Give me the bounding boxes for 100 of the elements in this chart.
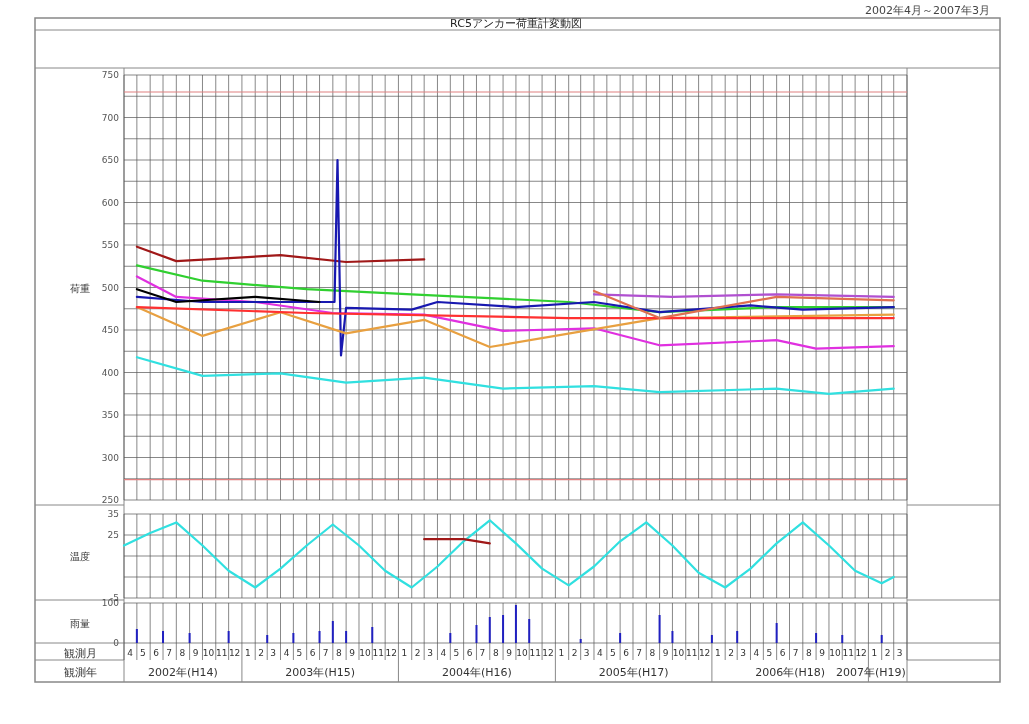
y-tick-label: 650 bbox=[101, 155, 120, 165]
x-tick-label: 12 bbox=[698, 648, 711, 658]
y-tick-label: 300 bbox=[101, 452, 120, 463]
text: 観測年 bbox=[63, 666, 97, 679]
x-tick-label: 1 bbox=[715, 648, 721, 658]
x-tick-label: 6 bbox=[153, 648, 160, 658]
bar bbox=[188, 633, 191, 643]
y-tick-label: 600 bbox=[101, 197, 120, 208]
x-tick-label: 10 bbox=[672, 648, 685, 658]
bar bbox=[475, 625, 478, 643]
x-tick-label: 2 bbox=[414, 648, 421, 658]
x-tick-label: 7 bbox=[636, 648, 642, 658]
y-tick-label: 500 bbox=[101, 282, 120, 293]
y-tick-label: 450 bbox=[101, 325, 120, 335]
line-series bbox=[592, 289, 895, 320]
y-tick-label: 0 bbox=[113, 638, 120, 648]
bar bbox=[502, 615, 505, 643]
bar bbox=[345, 631, 348, 643]
x-tick-label: 5 bbox=[609, 648, 616, 658]
bar bbox=[841, 635, 844, 643]
x-tick-label: 2 bbox=[258, 648, 265, 658]
x-tick-label: 8 bbox=[492, 648, 499, 658]
x-tick-label: 9 bbox=[819, 648, 826, 658]
x-tick-label: 9 bbox=[506, 648, 513, 658]
bar bbox=[775, 623, 778, 643]
x-tick-label: 10 bbox=[829, 648, 841, 658]
x-tick-label: 10 bbox=[516, 648, 528, 658]
y-tick-label: 250 bbox=[101, 495, 120, 505]
line-series bbox=[135, 275, 895, 350]
bar bbox=[619, 633, 622, 643]
x-tick-label: 10 bbox=[359, 648, 371, 658]
x-tick-label: 7 bbox=[322, 648, 329, 658]
x-tick-label: 12 bbox=[228, 648, 241, 658]
x-tick-label: 7 bbox=[792, 648, 799, 658]
x-tick-label: 8 bbox=[335, 648, 342, 658]
y-tick-label: 400 bbox=[101, 367, 120, 378]
x-tick-label: 2 bbox=[571, 648, 578, 658]
x-tick-label: 9 bbox=[349, 648, 356, 658]
x-tick-label: 3 bbox=[427, 648, 434, 658]
bar bbox=[162, 631, 165, 643]
bar bbox=[331, 621, 334, 643]
bar bbox=[658, 615, 661, 643]
x-tick-label: 4 bbox=[283, 648, 290, 658]
bar bbox=[880, 635, 883, 643]
x-tick-label: 5 bbox=[766, 648, 773, 658]
y-axis-title: 温度 bbox=[70, 551, 90, 562]
x-tick-label: 5 bbox=[296, 648, 303, 658]
x-tick-label: 11 bbox=[842, 648, 854, 658]
x-tick-label: 12 bbox=[542, 648, 554, 658]
bar bbox=[736, 631, 739, 643]
text: 2007年(H19) bbox=[836, 666, 906, 679]
x-tick-label: 4 bbox=[753, 648, 760, 658]
chart-title: RC5アンカー荷重計変動図 bbox=[450, 17, 582, 30]
x-tick-label: 6 bbox=[779, 648, 786, 658]
x-tick-label: 4 bbox=[127, 648, 134, 658]
x-tick-label: 4 bbox=[597, 648, 604, 658]
line-series bbox=[135, 356, 895, 395]
y-tick-label: 350 bbox=[101, 410, 120, 420]
bar bbox=[815, 633, 818, 643]
x-tick-label: 6 bbox=[466, 648, 473, 658]
x-tick-label: 2 bbox=[884, 648, 891, 658]
text: 観測月 bbox=[63, 646, 97, 660]
y-tick-label: 100 bbox=[101, 598, 120, 608]
x-tick-label: 8 bbox=[649, 648, 656, 658]
text: 2004年(H16) bbox=[441, 666, 512, 679]
bar bbox=[227, 631, 230, 643]
y-axis-title: 雨量 bbox=[70, 618, 90, 629]
bar bbox=[488, 617, 491, 643]
x-tick-label: 5 bbox=[140, 648, 146, 658]
x-tick-label: 6 bbox=[309, 648, 316, 658]
bar bbox=[449, 633, 452, 643]
x-tick-label: 3 bbox=[270, 648, 277, 658]
x-tick-label: 9 bbox=[662, 648, 669, 658]
line-series bbox=[135, 158, 895, 357]
x-tick-label: 1 bbox=[871, 648, 878, 658]
y-axis-title: 荷重 bbox=[70, 282, 90, 294]
x-tick-label: 12 bbox=[385, 648, 397, 658]
x-tick-label: 4 bbox=[440, 648, 447, 658]
bar bbox=[292, 633, 295, 643]
x-tick-label: 1 bbox=[245, 648, 251, 658]
bar bbox=[318, 631, 321, 643]
bar bbox=[671, 631, 674, 643]
line-series bbox=[122, 519, 895, 589]
x-tick-label: 8 bbox=[179, 648, 186, 658]
x-tick-label: 1 bbox=[401, 648, 408, 658]
y-tick-label: 35 bbox=[107, 509, 119, 519]
bar bbox=[371, 627, 374, 643]
x-tick-label: 5 bbox=[453, 648, 460, 658]
y-tick-label: 25 bbox=[107, 530, 119, 540]
x-tick-label: 11 bbox=[372, 648, 385, 658]
bar bbox=[266, 635, 269, 643]
text: 2005年(H17) bbox=[598, 666, 669, 679]
x-tick-label: 6 bbox=[623, 648, 630, 658]
x-tick-label: 10 bbox=[202, 648, 215, 658]
y-tick-label: 700 bbox=[101, 112, 120, 123]
y-tick-label: 750 bbox=[101, 70, 120, 80]
x-tick-label: 11 bbox=[216, 648, 228, 658]
y-tick-label: 550 bbox=[101, 240, 120, 250]
text: 2002年(H14) bbox=[148, 666, 218, 679]
line-series bbox=[135, 306, 895, 349]
